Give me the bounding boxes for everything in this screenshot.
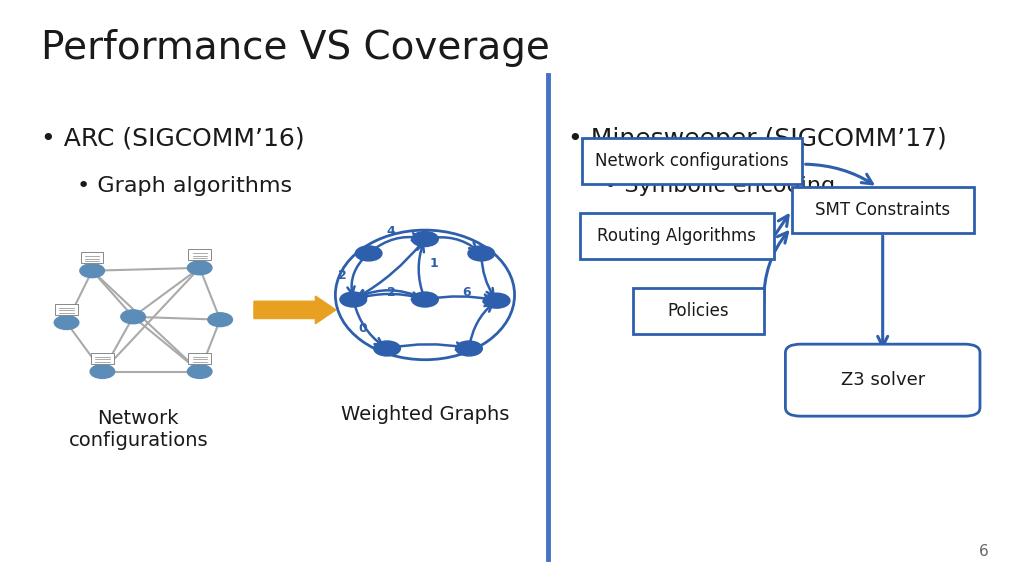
Text: 6: 6 bbox=[463, 286, 471, 299]
Text: 4: 4 bbox=[387, 225, 395, 238]
Text: Routing Algorithms: Routing Algorithms bbox=[597, 227, 757, 245]
Circle shape bbox=[340, 292, 367, 307]
FancyBboxPatch shape bbox=[188, 249, 211, 260]
FancyBboxPatch shape bbox=[792, 187, 974, 233]
Circle shape bbox=[374, 341, 400, 356]
Circle shape bbox=[54, 316, 79, 329]
Circle shape bbox=[187, 365, 212, 378]
Circle shape bbox=[208, 313, 232, 327]
Text: Network configurations: Network configurations bbox=[595, 152, 790, 170]
FancyArrow shape bbox=[254, 296, 336, 324]
Text: Weighted Graphs: Weighted Graphs bbox=[341, 405, 509, 424]
Circle shape bbox=[355, 246, 382, 261]
Circle shape bbox=[80, 264, 104, 278]
FancyBboxPatch shape bbox=[55, 304, 78, 315]
FancyBboxPatch shape bbox=[785, 344, 980, 416]
Text: Z3 solver: Z3 solver bbox=[841, 371, 925, 389]
Text: Performance VS Coverage: Performance VS Coverage bbox=[41, 29, 550, 67]
Text: 2: 2 bbox=[387, 286, 395, 299]
Circle shape bbox=[121, 310, 145, 324]
Text: 1: 1 bbox=[430, 257, 438, 270]
FancyBboxPatch shape bbox=[188, 353, 211, 364]
FancyBboxPatch shape bbox=[582, 138, 803, 184]
Circle shape bbox=[468, 246, 495, 261]
Text: • Graph algorithms: • Graph algorithms bbox=[77, 176, 292, 196]
Text: SMT Constraints: SMT Constraints bbox=[815, 201, 950, 219]
Text: 2: 2 bbox=[338, 269, 346, 282]
Text: • Symbolic encoding: • Symbolic encoding bbox=[604, 176, 836, 196]
Circle shape bbox=[187, 261, 212, 275]
Circle shape bbox=[456, 341, 482, 356]
Text: 0: 0 bbox=[358, 322, 367, 335]
Circle shape bbox=[90, 365, 115, 378]
Text: Policies: Policies bbox=[668, 302, 729, 320]
Text: • Minesweeper (SIGCOMM’17): • Minesweeper (SIGCOMM’17) bbox=[568, 127, 947, 151]
Circle shape bbox=[483, 293, 510, 308]
FancyBboxPatch shape bbox=[580, 213, 774, 259]
FancyBboxPatch shape bbox=[91, 353, 114, 364]
Text: • ARC (SIGCOMM’16): • ARC (SIGCOMM’16) bbox=[41, 127, 304, 151]
Circle shape bbox=[412, 232, 438, 247]
Text: 6: 6 bbox=[978, 544, 988, 559]
Circle shape bbox=[412, 292, 438, 307]
FancyBboxPatch shape bbox=[633, 288, 764, 334]
FancyBboxPatch shape bbox=[81, 252, 103, 263]
Text: Network
configurations: Network configurations bbox=[69, 409, 208, 450]
